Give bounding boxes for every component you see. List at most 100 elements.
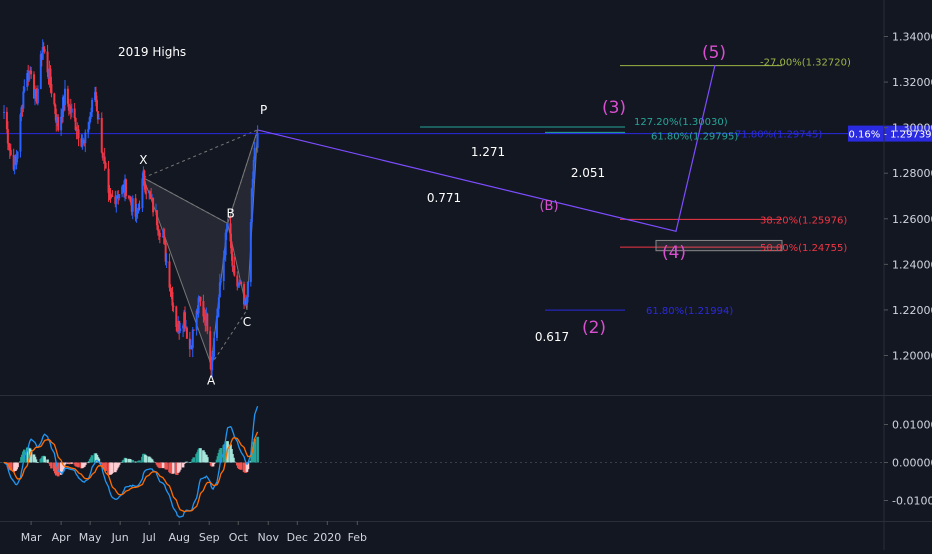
candle-body: [188, 338, 191, 350]
candle-body: [184, 312, 187, 328]
candle-body: [42, 47, 45, 50]
candle-body: [152, 197, 155, 213]
candle-body: [213, 337, 216, 357]
candle-body: [211, 359, 214, 371]
candle-body: [28, 71, 31, 81]
candle-body: [150, 194, 153, 199]
price-tick-label: 1.32000: [892, 76, 932, 89]
macd-histogram-bar: [150, 459, 154, 463]
macd-histogram-bar: [35, 462, 39, 463]
candle-body: [19, 114, 22, 152]
candle-body: [219, 281, 222, 283]
candle-body: [131, 198, 134, 212]
candle-body: [5, 111, 8, 130]
candle-body: [245, 297, 248, 305]
candle-body: [136, 211, 139, 213]
candle-body: [121, 186, 124, 195]
macd-histogram-bar: [188, 462, 192, 463]
pattern-point-label: X: [139, 153, 147, 167]
candle-body: [170, 289, 173, 292]
price-tick-label: 1.24000: [892, 258, 932, 271]
candle-body: [60, 116, 63, 131]
candle-body: [251, 179, 254, 189]
macd-histogram-bar: [70, 462, 74, 464]
candle-body: [216, 308, 219, 316]
macd-histogram-bar: [158, 462, 162, 469]
macd-histogram-bar: [172, 462, 175, 474]
macd-histogram-bar: [138, 460, 141, 463]
macd-histogram-bar: [86, 462, 90, 464]
fib-label: 61.80%(1.29795): [651, 131, 738, 142]
candle-body: [22, 91, 25, 109]
candles: [3, 39, 259, 379]
candle-body: [155, 210, 158, 226]
candle-body: [143, 170, 146, 186]
macd-tick-label: 0.00000: [892, 457, 932, 470]
macd-histogram-bar: [165, 462, 168, 470]
candle-body: [77, 129, 80, 139]
macd-histogram-bar: [46, 459, 49, 463]
macd-histogram-bar: [117, 462, 121, 465]
macd-histogram-bar: [232, 457, 235, 463]
candle-body: [191, 329, 194, 349]
macd-histogram-bar: [144, 455, 148, 463]
candle-body: [144, 185, 147, 193]
candle-body: [70, 108, 73, 113]
candle-body: [149, 191, 152, 195]
time-tick-label: Feb: [348, 531, 367, 544]
candle-body: [137, 207, 140, 212]
candle-body: [3, 111, 5, 113]
time-tick-label: Apr: [52, 531, 72, 544]
candle-body: [8, 147, 11, 150]
macd-histogram-bar: [183, 462, 187, 463]
candle-body: [237, 285, 240, 287]
macd-histogram-bar: [63, 462, 67, 465]
candle-body: [36, 88, 39, 104]
candle-body: [252, 160, 255, 180]
candle-body: [109, 193, 112, 195]
candle-body: [84, 132, 87, 144]
candle-body: [103, 156, 106, 163]
candle-body: [46, 51, 49, 73]
candle-body: [238, 282, 241, 286]
candle-body: [6, 129, 9, 144]
signal-line: [3, 431, 259, 513]
candle-body: [91, 99, 94, 113]
candle-body: [233, 265, 236, 276]
candle-body: [115, 197, 118, 204]
macd-histogram-bar: [29, 450, 33, 463]
price-tick-label: 1.30000: [892, 122, 932, 135]
macd-histogram-bar: [178, 462, 182, 470]
candle-body: [212, 356, 215, 360]
annotations: 2019 Highs X A B C P 1.271 0.771 2.051 0.617 (2) (3…: [118, 43, 932, 388]
candle-body: [100, 118, 103, 153]
time-tick-label: Nov: [258, 531, 280, 544]
candle-body: [222, 258, 225, 282]
candle-body: [256, 133, 259, 148]
time-tick-label: May: [79, 531, 102, 544]
candle-body: [53, 93, 56, 105]
candle-body: [57, 117, 60, 131]
macd-histogram-bar: [219, 448, 223, 463]
candle-body: [34, 89, 37, 97]
candle-body: [97, 118, 100, 120]
macd-histogram-bar: [256, 436, 259, 463]
macd-histogram-bar: [16, 462, 19, 468]
candle-body: [15, 158, 18, 165]
candle-body: [163, 237, 166, 243]
candle-body: [178, 320, 181, 331]
macd-histogram-bar: [124, 458, 128, 463]
candle-body: [218, 282, 221, 298]
candle-body: [226, 223, 229, 229]
wave-label: (5): [702, 43, 726, 63]
current-price-tag: [848, 125, 932, 142]
candle-body: [124, 179, 127, 196]
macd-histogram-bar: [246, 462, 250, 470]
candle-body: [135, 211, 138, 217]
candle-body: [62, 97, 65, 118]
macd-histogram-bar: [111, 462, 114, 473]
candle-body: [81, 142, 84, 147]
